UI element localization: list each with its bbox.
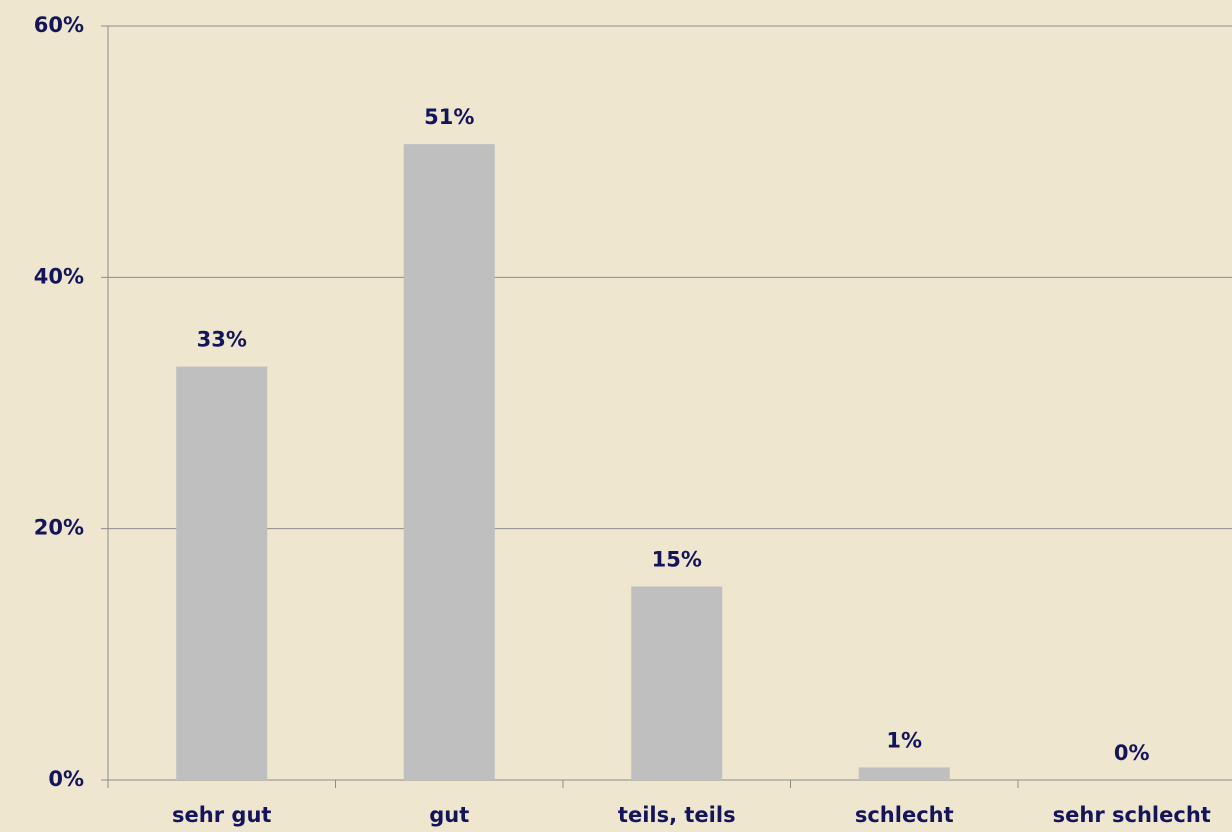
value-label: 0% [1114,741,1150,765]
x-tick-label: sehr gut [172,803,271,827]
x-tick-label: schlecht [855,803,954,827]
value-label: 15% [652,547,702,571]
bar [631,586,723,780]
bar [858,767,950,780]
y-tick-label: 20% [34,516,84,540]
x-tick-label: sehr schlecht [1053,803,1211,827]
y-tick-label: 0% [48,767,84,791]
y-tick-label: 40% [34,264,84,288]
value-label: 1% [886,728,922,752]
value-label: 51% [424,105,474,129]
bar [176,366,268,780]
x-tick-label: teils, teils [618,803,736,827]
value-label: 33% [197,328,247,352]
x-tick-label: gut [429,803,469,827]
bar [403,144,495,781]
y-tick-label: 60% [34,13,84,37]
